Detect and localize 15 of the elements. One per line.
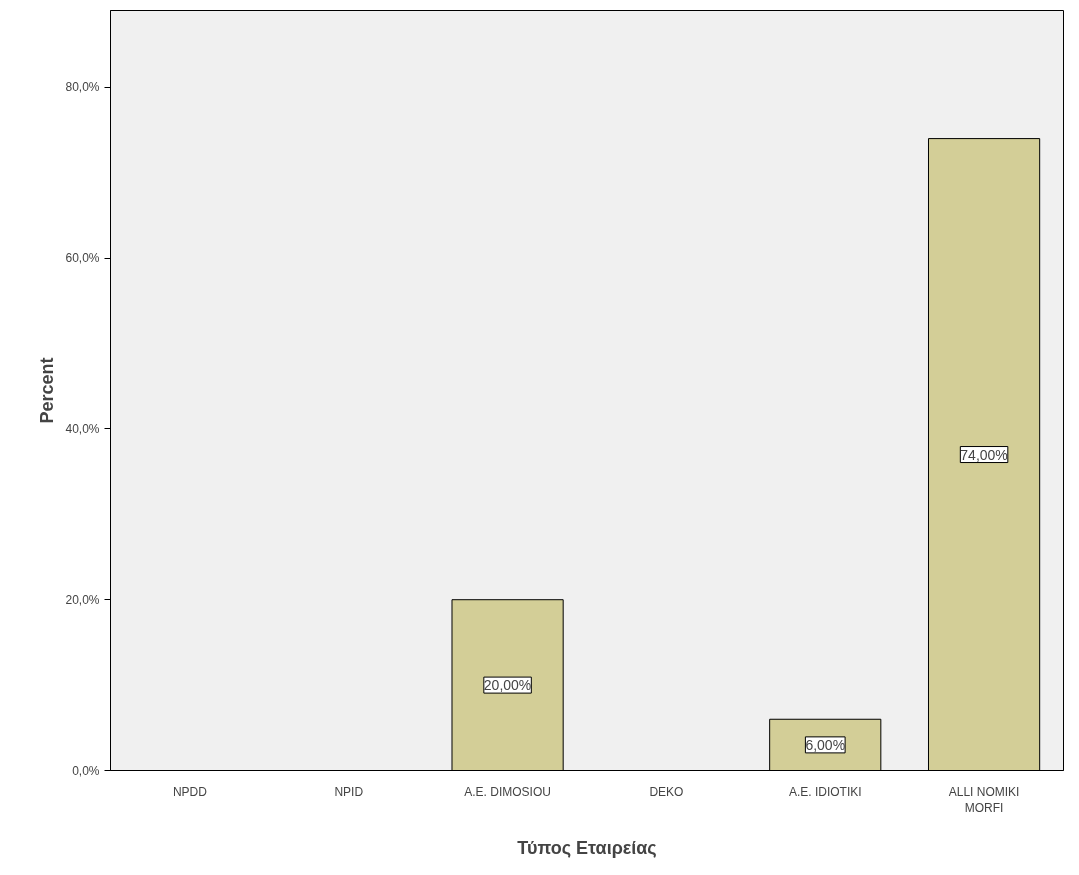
y-tick-label: 40,0% [65, 421, 100, 436]
x-tick-label: ALLI NOMIKI MORFI [948, 784, 1020, 816]
data-label: 6,00% [805, 736, 846, 753]
x-tick-label: A.E. DIMOSIOU [464, 784, 551, 799]
x-tick-label: NPID [334, 784, 364, 799]
y-tick-label: 20,0% [65, 592, 100, 607]
x-tick-label: DEKO [649, 784, 684, 799]
y-tick-label: 80,0% [65, 80, 100, 95]
y-axis-title: Percent [37, 357, 58, 424]
x-tick-label: A.E. IDIOTIKI [788, 784, 862, 799]
y-tick-label: 60,0% [65, 251, 100, 266]
x-tick-label: NPDD [172, 784, 208, 799]
y-tick-label: 0,0% [72, 763, 100, 778]
x-axis-title: Τύπος Εταιρείας [517, 838, 657, 859]
data-label: 20,00% [483, 677, 532, 694]
